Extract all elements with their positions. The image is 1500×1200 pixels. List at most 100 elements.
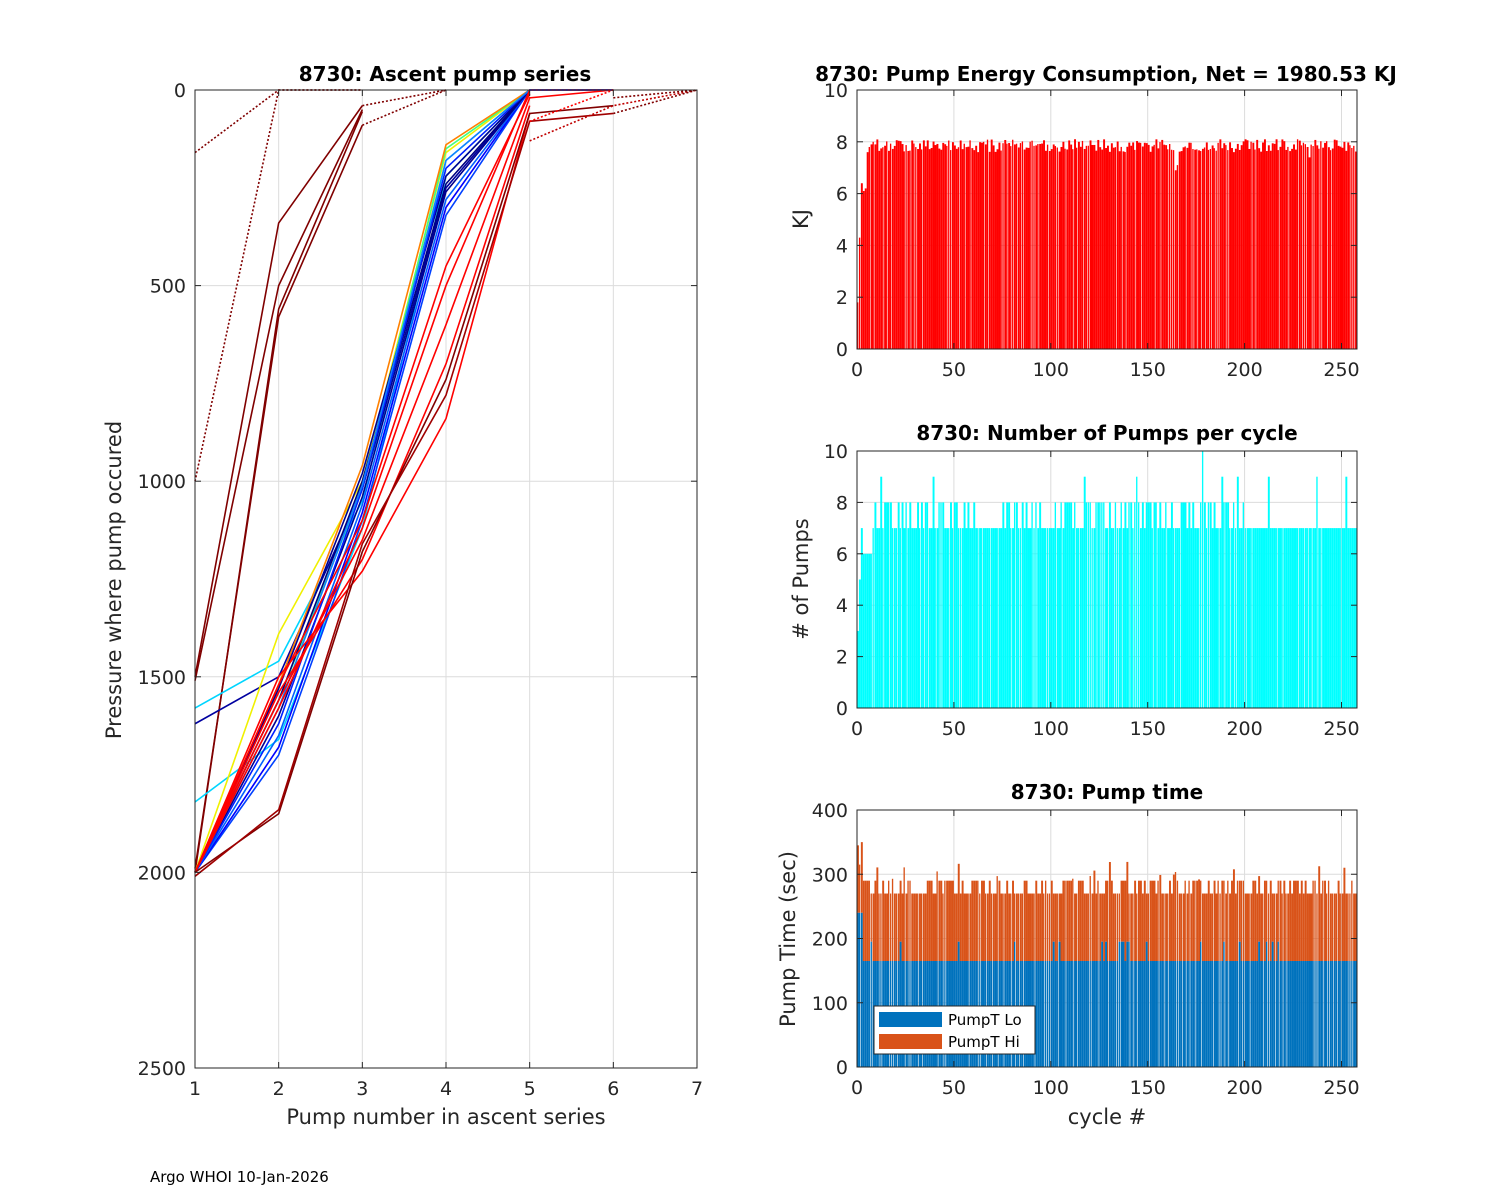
npumps-bar xyxy=(930,528,933,708)
pumptime-bar-hi xyxy=(990,893,993,961)
pumptime-bar-hi xyxy=(907,880,909,961)
energy-bar xyxy=(1254,149,1256,349)
energy-bar xyxy=(1000,150,1002,349)
pumptime-bar-hi xyxy=(1267,893,1270,961)
pumptime-bar-hi xyxy=(1314,880,1316,961)
energy-bar xyxy=(1159,142,1161,349)
npumps-bar xyxy=(1329,528,1332,708)
energy-bar xyxy=(1308,157,1311,349)
energy-bar xyxy=(957,147,960,349)
npumps-bar xyxy=(950,502,952,708)
pumptime-bar-hi xyxy=(1110,880,1113,961)
pumptime-bar-lo xyxy=(1277,941,1279,1067)
energy-bar xyxy=(977,152,980,349)
pumptime-bar-hi xyxy=(1244,893,1247,961)
pumptime-bar-hi xyxy=(930,880,933,961)
energy-bar xyxy=(1143,142,1146,349)
pumptime-bar-hi xyxy=(1149,880,1152,961)
pumptime-bar-hi xyxy=(868,880,870,961)
npumps-bar xyxy=(975,528,978,708)
legend-label-lo: PumpT Lo xyxy=(948,1011,1022,1029)
energy-bar xyxy=(901,144,904,349)
npumps-bar xyxy=(1227,502,1230,708)
energy-bar xyxy=(924,146,927,349)
pumptime-bar-lo xyxy=(1248,960,1250,1067)
pumptime-bar-lo xyxy=(1254,960,1257,1067)
pumptime-bar-hi xyxy=(1066,880,1069,961)
npumps-bar xyxy=(915,528,918,708)
npumps-bar xyxy=(1132,528,1134,708)
pumptime-bar-lo xyxy=(1120,941,1123,1067)
energy-bar xyxy=(1223,143,1226,349)
energy-bar xyxy=(975,145,978,349)
npumps-bar xyxy=(1128,502,1130,708)
pumptime-bar-lo xyxy=(1296,960,1299,1067)
energy-bar xyxy=(1174,170,1177,349)
ascent-pump-axes: 8730: Ascent pump series 1 2 3 4 5 6 7 0 500 1000… xyxy=(102,62,703,1129)
npumps-bar xyxy=(1159,502,1162,708)
pumptime-bar-hi xyxy=(888,880,890,961)
pumptime-bar-lo xyxy=(1143,960,1146,1067)
pumptime-bar-hi xyxy=(1089,875,1091,961)
pumptime-bar-hi xyxy=(917,893,919,961)
energy-bar xyxy=(1215,150,1217,349)
pumptime-bar-hi xyxy=(1060,893,1063,961)
pumptime-bar-hi xyxy=(1217,880,1219,961)
energy-bar xyxy=(1035,145,1038,349)
npumps-bar xyxy=(1182,502,1185,708)
pumptime-bar-lo xyxy=(1304,960,1307,1067)
pumptime-bar-hi xyxy=(1074,893,1076,961)
ascent-line-top-red-1 xyxy=(529,89,614,123)
pumptime-bar-lo xyxy=(1201,960,1204,1067)
pumptime-bar-hi xyxy=(1033,893,1035,961)
energy-bar xyxy=(1285,149,1288,349)
npumps-bar xyxy=(1044,528,1047,708)
pumptime-bar-hi xyxy=(1242,880,1244,961)
pumptime-bar-hi xyxy=(882,880,885,961)
npumps-bar xyxy=(876,528,879,708)
pumptime-bar-lo xyxy=(1178,960,1181,1067)
energy-bar xyxy=(880,148,883,349)
energy-bar xyxy=(1091,144,1094,349)
npumps-bar xyxy=(959,528,962,708)
pumptime-bar-hi xyxy=(1068,880,1071,961)
npumps-bar xyxy=(1219,528,1222,708)
pumptime-bar-lo xyxy=(1122,941,1125,1067)
pumptime-bar-lo xyxy=(1052,941,1055,1067)
energy-bar xyxy=(1169,144,1171,349)
pumptime-bar-lo xyxy=(1327,960,1330,1067)
pumptime-bar-lo xyxy=(1114,960,1117,1067)
pumptime-bar-hi xyxy=(1273,893,1276,961)
pumptime-bar-lo xyxy=(1256,960,1259,1067)
pumptime-bar-lo xyxy=(1037,960,1040,1067)
energy-bar xyxy=(1231,148,1233,349)
npumps-bar xyxy=(1147,502,1150,708)
pumptime-bar-hi xyxy=(1176,880,1179,961)
pumptime-bar-hi xyxy=(1260,893,1263,961)
npumps-bar xyxy=(994,528,997,708)
pumptime-bar-hi xyxy=(1021,893,1024,961)
npumps-bar xyxy=(1153,502,1156,708)
pumptime-bar-hi xyxy=(872,893,875,961)
pumptime-bar-lo xyxy=(1203,960,1206,1067)
pumptime-bar-hi xyxy=(1087,893,1089,961)
pumptime-bar-lo xyxy=(1238,941,1241,1067)
pumptime-bar-lo xyxy=(1232,960,1235,1067)
energy-bar xyxy=(895,140,898,349)
pumptime-bar-hi xyxy=(1132,893,1134,961)
pumptime-bar-hi xyxy=(1263,880,1266,961)
npumps-bar xyxy=(1027,528,1030,708)
pumptime-bar-hi xyxy=(1320,893,1323,961)
ascent-xtick-label: 4 xyxy=(440,1078,452,1100)
energy-bar xyxy=(1217,142,1219,349)
energy-bar xyxy=(973,150,976,349)
npumps-ytick-label: 8 xyxy=(836,492,848,514)
energy-bar xyxy=(1310,144,1312,349)
pumptime-bar-hi xyxy=(1019,893,1022,961)
energy-bar xyxy=(1006,143,1008,349)
pumptime-bar-hi xyxy=(984,893,987,961)
npumps-bar xyxy=(948,528,950,708)
pumptime-bar-lo xyxy=(1070,960,1073,1067)
energy-bar xyxy=(1329,150,1332,349)
